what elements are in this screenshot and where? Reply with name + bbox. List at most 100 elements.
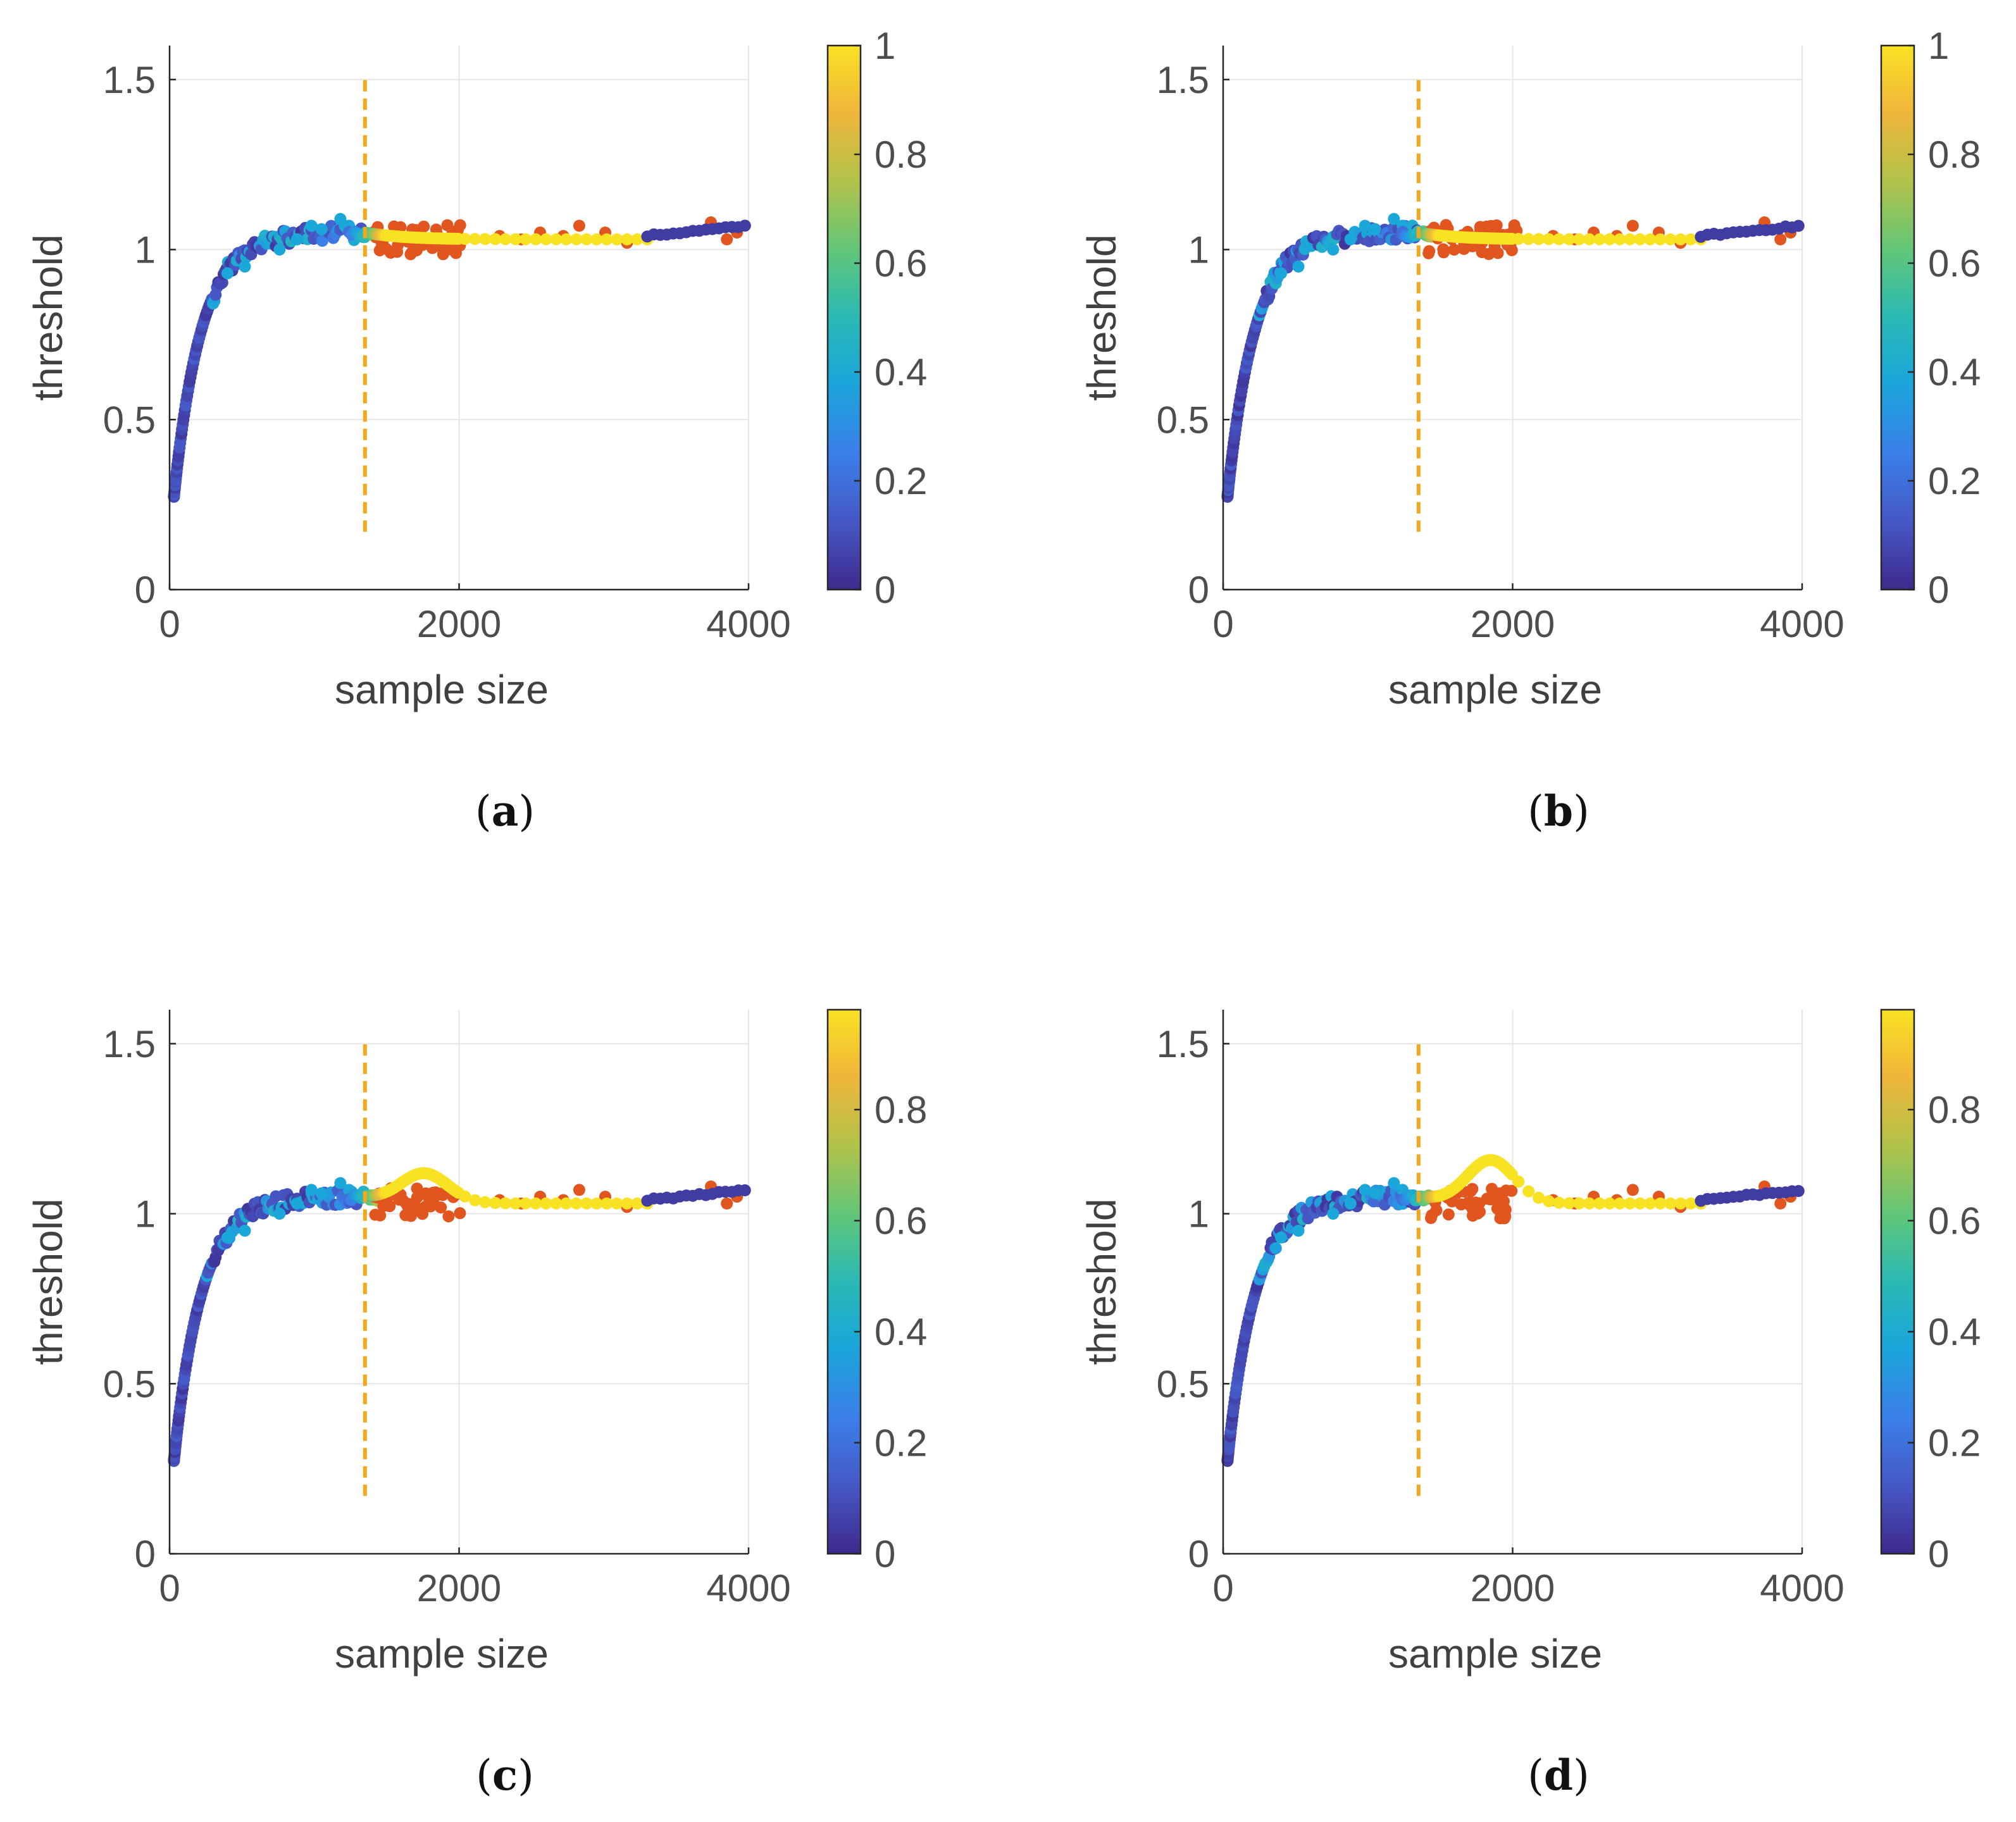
data-point bbox=[509, 233, 522, 245]
grid bbox=[1223, 46, 1803, 590]
data-point bbox=[1626, 1184, 1639, 1196]
colorbar: 0 0.2 0.4 0.6 0.8 1 bbox=[826, 25, 927, 611]
data-point bbox=[520, 1197, 532, 1210]
y-tick-label: 1 bbox=[135, 229, 156, 271]
data-point bbox=[499, 1197, 512, 1210]
colorbar-tick-label: 0.6 bbox=[874, 242, 927, 285]
data-point bbox=[1624, 1197, 1636, 1210]
colorbar-tick-label: 0.4 bbox=[874, 351, 927, 394]
data-point bbox=[540, 233, 552, 245]
data-point bbox=[1512, 1175, 1525, 1188]
data-point bbox=[369, 1208, 382, 1221]
y-tick-label: 1 bbox=[1188, 1193, 1209, 1236]
data-point bbox=[305, 220, 318, 232]
y-tick-label: 0.5 bbox=[103, 399, 156, 441]
axes: 0 2000 4000 0 0.5 1 1.5 bbox=[103, 46, 791, 645]
y-axis-label: threshold bbox=[25, 234, 71, 400]
data-point bbox=[1327, 244, 1340, 256]
data-point bbox=[1466, 1182, 1479, 1195]
data-point bbox=[600, 1197, 613, 1210]
data-point bbox=[621, 233, 633, 245]
data-point bbox=[1440, 219, 1452, 232]
x-tick-label: 2000 bbox=[417, 603, 501, 645]
data-point bbox=[1522, 1185, 1535, 1198]
data-point bbox=[454, 219, 466, 232]
data-point bbox=[1593, 233, 1606, 245]
data-point bbox=[560, 233, 573, 245]
data-point bbox=[611, 1197, 623, 1210]
colorbar-tick-label: 0.4 bbox=[1928, 1311, 1981, 1353]
data-point bbox=[411, 1191, 423, 1204]
data-point bbox=[290, 1197, 303, 1210]
data-point bbox=[316, 235, 328, 247]
data-point bbox=[1275, 1231, 1287, 1244]
y-tick-label: 1.5 bbox=[103, 59, 156, 101]
data-point bbox=[1654, 233, 1667, 245]
data-point bbox=[334, 1177, 347, 1189]
data-point bbox=[441, 219, 454, 232]
data-point bbox=[1634, 233, 1646, 245]
colorbar-tick-label: 0 bbox=[874, 569, 895, 611]
data-point bbox=[1424, 1212, 1437, 1224]
y-tick-label: 0 bbox=[135, 569, 156, 611]
y-tick-label: 0 bbox=[1188, 1533, 1209, 1575]
data-point bbox=[631, 233, 644, 245]
axes: 0 2000 4000 0 0.5 1 1.5 bbox=[1157, 1010, 1845, 1609]
x-axis-label: sample size bbox=[1388, 1631, 1602, 1676]
data-point bbox=[1292, 1224, 1305, 1237]
scatter-points bbox=[168, 1167, 751, 1467]
data-point bbox=[479, 233, 492, 245]
data-point bbox=[418, 220, 430, 233]
colorbar-tick-label: 0.2 bbox=[874, 460, 927, 502]
y-tick-label: 0 bbox=[135, 1533, 156, 1575]
data-point bbox=[1792, 1185, 1805, 1198]
data-point bbox=[1458, 243, 1471, 255]
y-tick-label: 1 bbox=[1188, 229, 1209, 271]
data-point bbox=[1674, 1197, 1687, 1210]
data-point bbox=[1573, 1197, 1586, 1210]
data-point bbox=[738, 1184, 751, 1196]
colorbar-tick-label: 0.8 bbox=[1928, 133, 1981, 176]
data-point bbox=[383, 1200, 396, 1213]
data-point bbox=[1388, 1177, 1400, 1189]
colorbar-tick-label: 0.6 bbox=[1928, 242, 1981, 285]
colorbar-tick-label: 0.6 bbox=[1928, 1199, 1981, 1242]
data-point bbox=[489, 1197, 502, 1209]
data-point bbox=[560, 1197, 573, 1210]
data-point bbox=[1614, 233, 1626, 245]
data-point bbox=[721, 1197, 733, 1210]
data-point bbox=[1573, 233, 1586, 245]
data-point bbox=[1684, 233, 1697, 245]
x-tick-label: 4000 bbox=[1760, 603, 1844, 645]
colorbar-tick-label: 0.8 bbox=[874, 1089, 927, 1131]
colorbar-tick-label: 0.2 bbox=[1928, 460, 1981, 502]
data-point bbox=[631, 1197, 644, 1210]
data-point bbox=[1644, 233, 1657, 245]
colorbar-gradient bbox=[826, 1008, 862, 1555]
data-point bbox=[1344, 233, 1357, 245]
data-point bbox=[1512, 233, 1525, 245]
data-point bbox=[600, 233, 613, 245]
colorbar-tick-label: 0.6 bbox=[874, 1199, 927, 1242]
data-point bbox=[1442, 1208, 1455, 1221]
panel-label-c: (c) bbox=[476, 1751, 534, 1800]
x-axis-label: sample size bbox=[335, 667, 549, 712]
x-tick-label: 4000 bbox=[706, 1567, 790, 1609]
y-tick-label: 1.5 bbox=[1157, 59, 1209, 101]
y-tick-label: 0 bbox=[1188, 569, 1209, 611]
x-tick-label: 4000 bbox=[1760, 1567, 1844, 1609]
data-point bbox=[239, 260, 251, 273]
colorbar-tick-label: 0 bbox=[1928, 569, 1949, 611]
data-point bbox=[590, 233, 603, 245]
data-point bbox=[394, 221, 407, 233]
scatter-points bbox=[168, 213, 751, 503]
x-tick-label: 2000 bbox=[1471, 1567, 1555, 1609]
y-axis-label: threshold bbox=[1079, 1198, 1124, 1365]
colorbar-tick-label: 0 bbox=[874, 1533, 895, 1575]
data-point bbox=[1774, 1197, 1787, 1210]
data-point bbox=[384, 247, 397, 259]
data-point bbox=[221, 267, 233, 280]
